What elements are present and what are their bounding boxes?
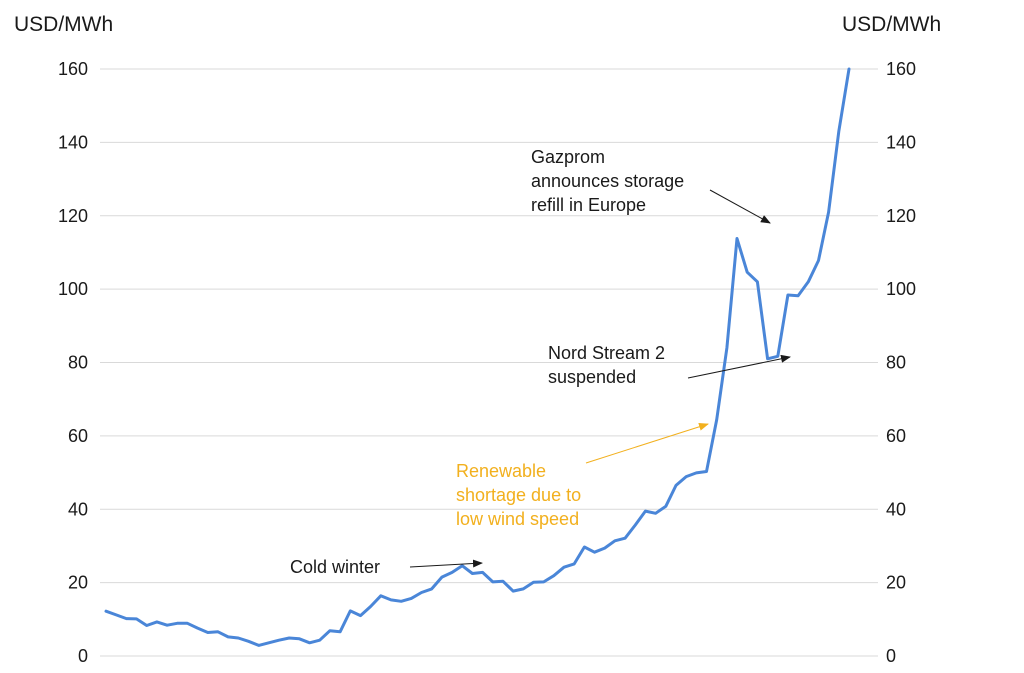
right-tick-label: 20	[886, 573, 906, 593]
price-series-line	[104, 67, 851, 647]
left-axis-ticks: 0 20 40 60 80 100 120 140 160	[58, 59, 88, 666]
annotation-renewable: Renewable shortage due to low wind speed	[456, 422, 709, 529]
right-axis-unit-label: USD/MWh	[842, 13, 941, 36]
annotation-cold-winter-arrow	[409, 559, 483, 568]
left-tick-label: 160	[58, 59, 88, 79]
left-tick-label: 40	[68, 499, 88, 519]
gridlines	[100, 68, 878, 657]
annotation-nord-stream-line-1: Nord Stream 2	[548, 343, 665, 363]
right-tick-label: 80	[886, 353, 906, 373]
right-axis-ticks: 0 20 40 60 80 100 120 140 160	[886, 59, 916, 666]
annotation-renewable-line-3: low wind speed	[456, 509, 579, 529]
annotation-nord-stream: Nord Stream 2 suspended	[548, 343, 791, 387]
annotation-nord-stream-arrow	[687, 354, 791, 379]
left-tick-label: 140	[58, 132, 88, 152]
left-axis-unit-label: USD/MWh	[14, 13, 113, 36]
annotation-gazprom-line-1: Gazprom	[531, 147, 605, 167]
annotation-renewable-line-2: shortage due to	[456, 485, 581, 505]
annotation-gazprom-line-3: refill in Europe	[531, 195, 646, 215]
left-tick-label: 80	[68, 353, 88, 373]
right-tick-label: 100	[886, 279, 916, 299]
left-tick-label: 120	[58, 206, 88, 226]
annotation-nord-stream-line-2: suspended	[548, 367, 636, 387]
left-tick-label: 60	[68, 426, 88, 446]
annotation-cold-winter-line-1: Cold winter	[290, 557, 380, 577]
annotation-gazprom: Gazprom announces storage refill in Euro…	[531, 147, 771, 224]
annotation-gazprom-arrow	[709, 189, 771, 224]
left-tick-label: 0	[78, 646, 88, 666]
left-tick-label: 20	[68, 573, 88, 593]
annotation-gazprom-line-2: announces storage	[531, 171, 684, 191]
right-tick-label: 60	[886, 426, 906, 446]
annotation-renewable-arrow	[585, 422, 709, 464]
left-tick-label: 100	[58, 279, 88, 299]
right-tick-label: 0	[886, 646, 896, 666]
right-tick-label: 120	[886, 206, 916, 226]
right-tick-label: 140	[886, 132, 916, 152]
annotation-renewable-line-1: Renewable	[456, 461, 546, 481]
right-tick-label: 40	[886, 499, 906, 519]
right-tick-label: 160	[886, 59, 916, 79]
annotation-cold-winter: Cold winter	[290, 557, 483, 577]
